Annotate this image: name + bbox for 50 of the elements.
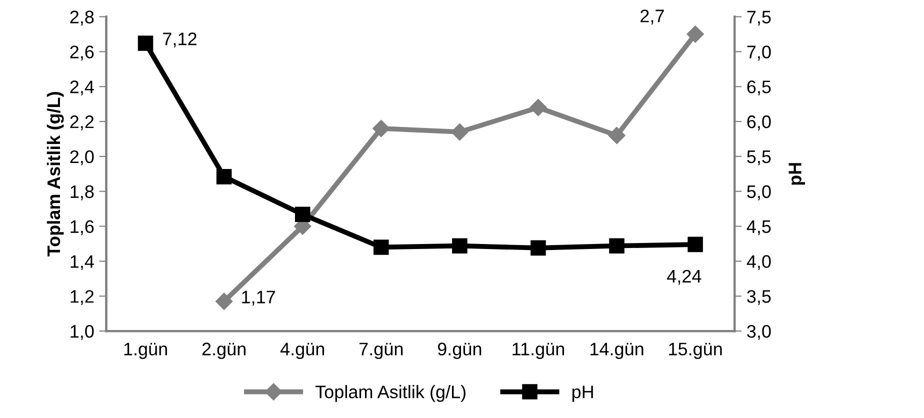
- y2-tick-label: 3,0: [747, 324, 771, 340]
- point: [686, 26, 704, 43]
- x-tick-label: 14.gün: [590, 342, 644, 359]
- point: [688, 236, 703, 252]
- y2-tick-label: 4,0: [746, 255, 771, 270]
- y-tick-label: 1,8: [70, 185, 94, 200]
- point: [216, 169, 232, 184]
- y2-tick-label: 6,0: [747, 115, 771, 130]
- y-tick-label: 2,4: [70, 80, 94, 96]
- y-tick-label: 1,4: [70, 255, 94, 270]
- y2-tick-label: 5,0: [747, 185, 771, 200]
- data-label: 1,17: [242, 290, 275, 306]
- x-tick-label: 15.gün: [669, 342, 722, 359]
- y2-axis-title: pH: [788, 163, 805, 185]
- point: [609, 238, 624, 254]
- point: [530, 98, 547, 116]
- y2-tick-label: 7,0: [747, 46, 771, 60]
- y-tick-label: 1,0: [70, 324, 94, 340]
- x-tick-label: 4.gün: [280, 342, 324, 359]
- y-tick-label: 2,6: [70, 46, 94, 60]
- x-tick-label: 2.gün: [202, 342, 246, 359]
- point: [294, 206, 310, 222]
- y2-tick-label: 4,5: [746, 220, 771, 236]
- legend-label: Toplam Asitlik (g/L): [315, 385, 466, 402]
- data-label: 4,24: [667, 270, 702, 285]
- y-tick-label: 2,2: [70, 115, 94, 130]
- point: [608, 126, 626, 144]
- point: [452, 238, 468, 254]
- data-label: 2,7: [640, 10, 664, 24]
- legend-label: pH: [572, 386, 593, 402]
- x-tick-label: 1.gün: [124, 342, 167, 359]
- point: [451, 123, 468, 141]
- y2-tick-label: 5,5: [747, 150, 771, 166]
- point: [372, 120, 390, 138]
- x-tick-label: 9.gün: [438, 342, 482, 359]
- point: [374, 240, 389, 255]
- point: [216, 292, 233, 310]
- y-tick-label: 1,2: [70, 290, 94, 305]
- y-tick-label: 2,8: [70, 10, 94, 26]
- y-tick-label: 1,6: [70, 220, 94, 236]
- point: [530, 240, 546, 256]
- x-tick-label: 7.gün: [359, 342, 403, 359]
- y2-tick-label: 6,5: [747, 80, 771, 96]
- y-tick-label: 2,0: [70, 150, 94, 166]
- data-label: 7,12: [163, 32, 196, 48]
- y-axis-title: Toplam Asitlik (g/L): [46, 92, 64, 256]
- point: [138, 36, 154, 51]
- y2-tick-label: 7,5: [747, 10, 771, 26]
- x-tick-label: 11.gün: [512, 342, 564, 359]
- y2-tick-label: 3,5: [747, 290, 771, 305]
